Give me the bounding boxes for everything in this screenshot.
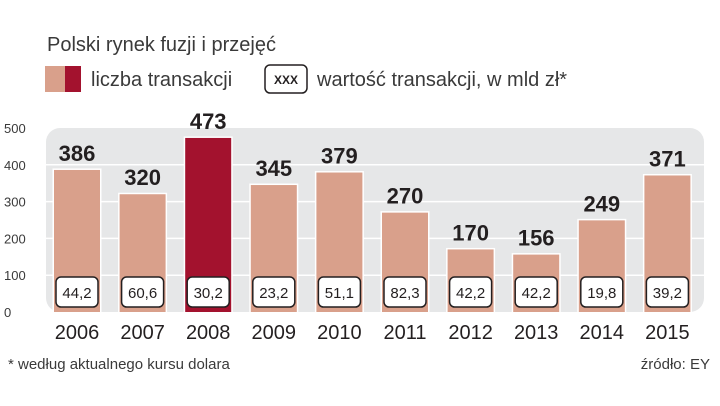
value-box [252, 276, 296, 308]
value-box-label: 19,8 [587, 285, 616, 302]
value-box-label: 23,2 [259, 285, 288, 302]
value-box [55, 276, 99, 308]
value-box [186, 276, 230, 308]
x-tick-label: 2006 [55, 322, 100, 344]
legend-label-count: liczba transakcji [91, 69, 232, 91]
bar-group: 386 44,2 2006 [52, 141, 102, 344]
value-box [448, 276, 493, 308]
bar-group: 320 60,6 2007 [118, 165, 168, 344]
bar-group: 156 42,2 2013 [511, 226, 561, 344]
legend-swatch-count [45, 66, 81, 92]
bar-count-label: 320 [124, 165, 161, 190]
bar-group: 270 82,3 2011 [380, 184, 430, 344]
footnote: * według aktualnego kursu dolara [8, 356, 230, 373]
bar-group: 371 39,2 2015 [642, 146, 692, 344]
y-tick-label: 100 [4, 268, 26, 283]
x-tick-label: 2012 [448, 322, 493, 344]
bar-count-label: 170 [452, 220, 489, 245]
y-tick-label: 500 [4, 121, 26, 136]
value-box [383, 276, 427, 308]
bar-group: 345 23,2 2009 [249, 156, 299, 344]
value-box [317, 276, 362, 308]
bar-count-label: 371 [649, 146, 686, 171]
y-tick-label: 300 [4, 195, 26, 210]
bar-group: 170 42,2 2012 [446, 220, 496, 344]
y-tick-label: 0 [4, 305, 11, 320]
bars: 386 44,2 2006 320 60,6 2007 473 30,2 2008 345 23,2… [52, 109, 692, 344]
bar-count-label: 345 [255, 156, 292, 181]
bar-count-label: 156 [518, 226, 555, 251]
legend-swatch-value: XXX [264, 64, 308, 94]
value-box-label: 51,1 [325, 285, 354, 302]
y-tick-label: 400 [4, 158, 26, 173]
value-box-label: 60,6 [128, 285, 157, 302]
x-tick-label: 2014 [580, 322, 625, 344]
value-box [120, 276, 165, 308]
x-tick-label: 2013 [514, 322, 559, 344]
chart-title: Polski rynek fuzji i przejęć [47, 34, 276, 56]
value-box-label: 39,2 [653, 285, 682, 302]
value-box-label: 30,2 [194, 285, 223, 302]
legend: liczba transakcji XXX wartość transakcji… [45, 64, 567, 94]
value-box-label: 42,2 [456, 285, 485, 302]
bar-count-label: 249 [583, 191, 620, 216]
bar-group: 249 19,8 2014 [577, 191, 627, 344]
value-box-label: 44,2 [62, 285, 91, 302]
source: źródło: EY [641, 356, 710, 373]
bar-count-label: 270 [387, 184, 424, 209]
value-box-label: 42,2 [522, 285, 551, 302]
x-tick-label: 2011 [383, 322, 426, 344]
value-box-label: 82,3 [390, 285, 419, 302]
value-box [645, 276, 690, 308]
bar-count-label: 386 [59, 141, 96, 166]
x-tick-label: 2008 [186, 322, 231, 344]
x-tick-label: 2007 [120, 322, 165, 344]
bar-group: 379 51,1 2010 [314, 144, 364, 344]
value-box [514, 276, 558, 308]
bar-group: 473 30,2 2008 [183, 109, 233, 344]
x-tick-label: 2010 [317, 322, 362, 344]
value-box [580, 276, 624, 308]
bar-count-label: 379 [321, 144, 358, 169]
bar-count-label: 473 [190, 109, 227, 134]
x-tick-label: 2015 [645, 322, 690, 344]
legend-label-value: wartość transakcji, w mld zł* [316, 69, 567, 91]
x-tick-label: 2009 [252, 322, 297, 344]
y-axis: 0 100 200 300 400 500 [4, 121, 26, 320]
y-tick-label: 200 [4, 231, 26, 246]
legend-swatch-text: XXX [274, 73, 298, 87]
